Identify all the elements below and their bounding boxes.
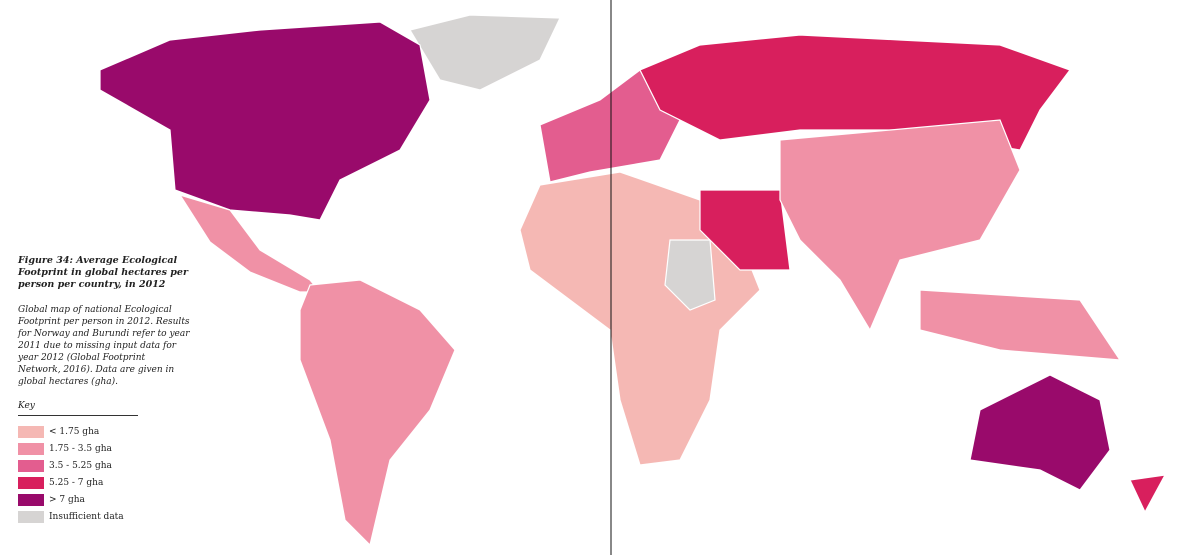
north-america (99, 21, 431, 221)
russia (639, 34, 1071, 151)
legend-label: 1.75 - 3.5 gha (49, 443, 112, 454)
middle-east (699, 189, 791, 271)
figure-title: Figure 34: Average Ecological Footprint … (18, 255, 188, 290)
legend-item: 3.5 - 5.25 gha (18, 457, 124, 474)
legend-label: < 1.75 gha (49, 426, 100, 437)
south-america (299, 279, 456, 547)
legend-swatch (18, 442, 44, 455)
australia (969, 374, 1111, 491)
southeast-asia (919, 289, 1122, 361)
legend-swatch (18, 476, 44, 489)
legend-swatch (18, 493, 44, 506)
new-zealand (1129, 474, 1167, 514)
legend-item: 5.25 - 7 gha (18, 474, 124, 491)
figure-caption: Global map of national Ecological Footpr… (18, 305, 190, 387)
asia (779, 119, 1021, 332)
legend-label: > 7 gha (49, 494, 85, 505)
legend-item: > 7 gha (18, 491, 124, 508)
legend-label: 5.25 - 7 gha (49, 477, 104, 488)
legend-item: < 1.75 gha (18, 423, 124, 440)
legend-item: 1.75 - 3.5 gha (18, 440, 124, 457)
legend-swatch (18, 459, 44, 472)
sahara-gap (664, 239, 716, 311)
legend-item: Insufficient data (18, 508, 124, 525)
legend-label: Insufficient data (49, 511, 124, 522)
legend-title: Key (18, 401, 138, 416)
legend-swatch (18, 510, 44, 523)
europe (539, 69, 681, 183)
legend-swatch (18, 425, 44, 438)
legend: < 1.75 gha 1.75 - 3.5 gha 3.5 - 5.25 gha 5.… (18, 423, 124, 525)
greenland (409, 14, 561, 91)
legend-label: 3.5 - 5.25 gha (49, 460, 112, 471)
